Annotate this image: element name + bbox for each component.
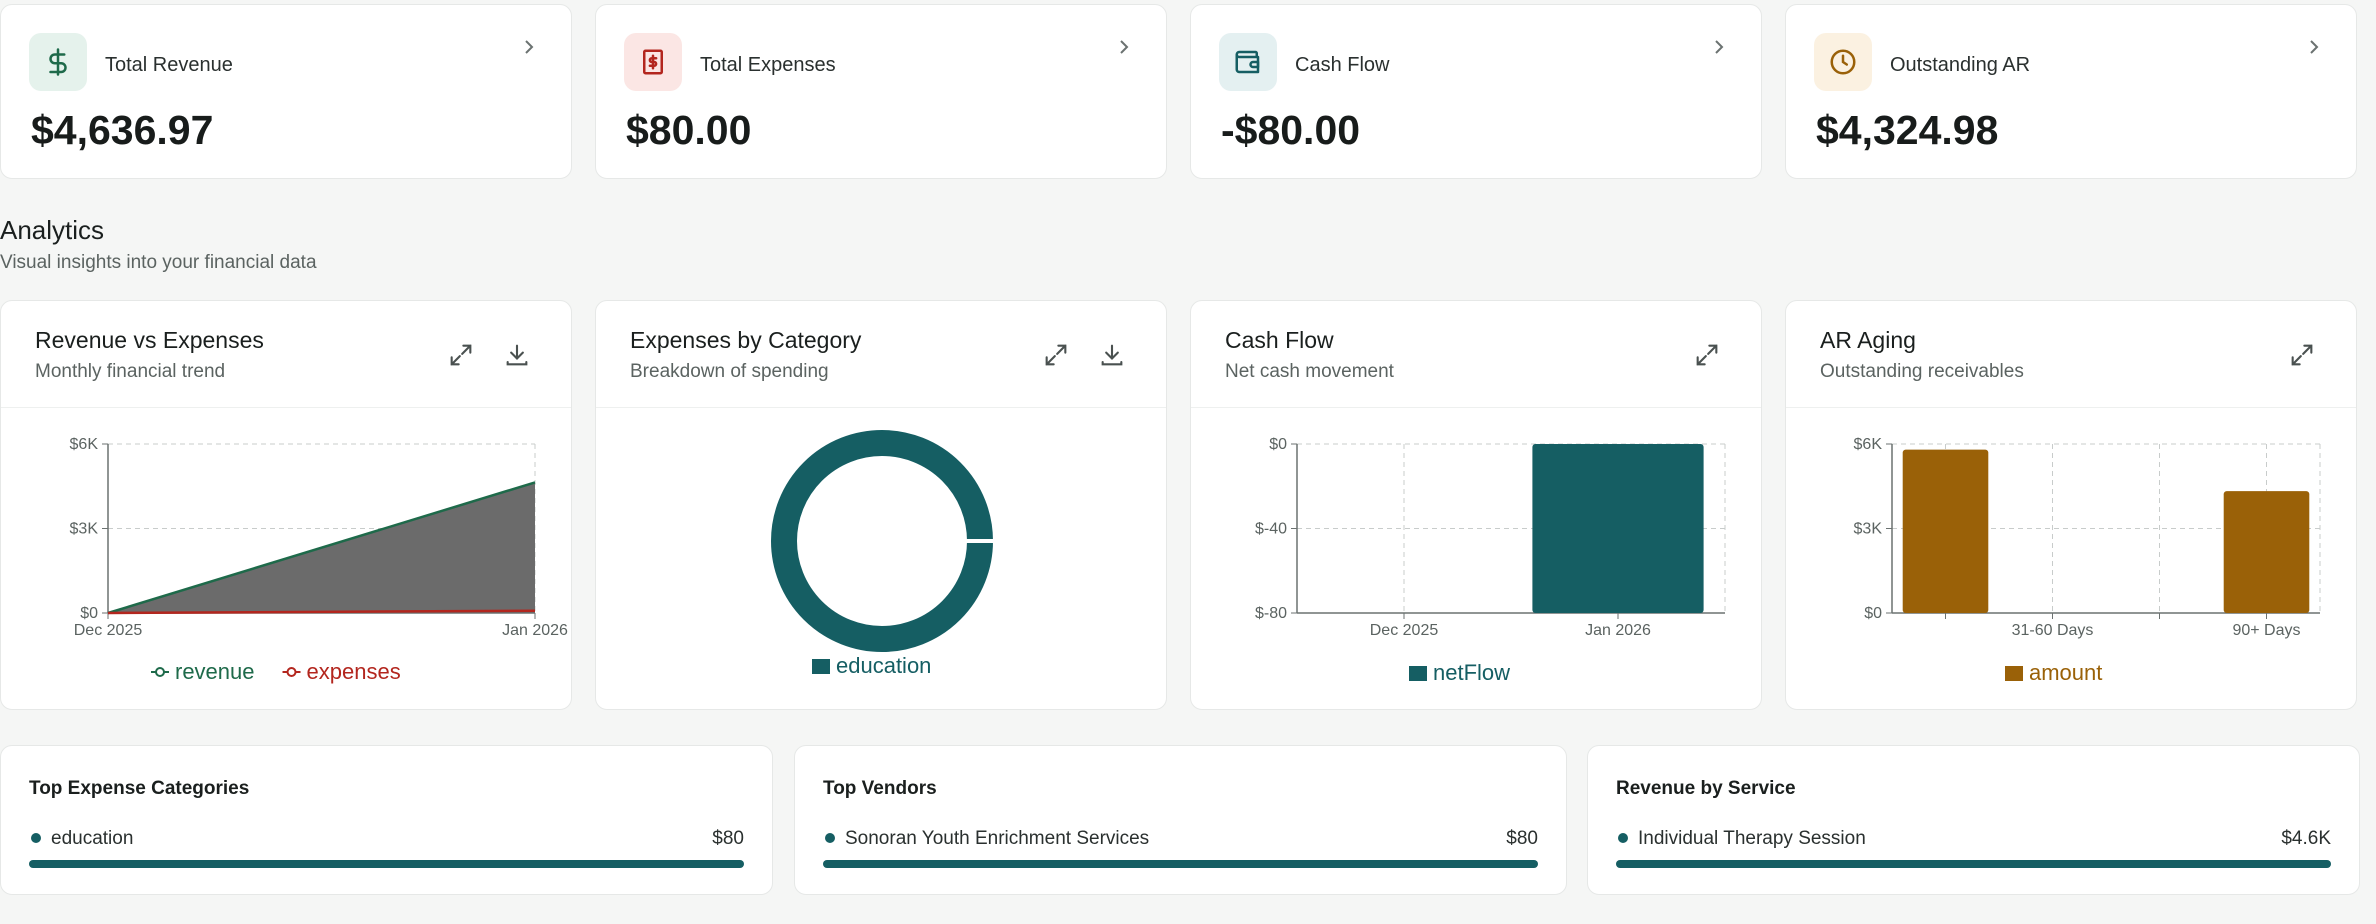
list-title: Top Vendors	[823, 778, 937, 799]
x-tick-label: Jan 2026	[1585, 622, 1651, 639]
kpi-value: $4,636.97	[31, 107, 214, 153]
list-title: Revenue by Service	[1616, 778, 1796, 799]
bullet-dot	[31, 833, 41, 843]
legend-marker	[2005, 666, 2023, 681]
y-tick-label: $-40	[1255, 521, 1287, 538]
chart-card-revenue-expenses: Revenue vs Expenses Monthly financial tr…	[0, 300, 572, 710]
chart-card-cash-flow: Cash Flow Net cash movement $0 $-40 $-80 De…	[1190, 300, 1762, 710]
list-card-revenue-by-service: Revenue by Service Individual Therapy Se…	[1587, 745, 2360, 895]
list-item-label: Sonoran Youth Enrichment Services	[845, 828, 1150, 849]
chart-title: AR Aging	[1820, 327, 1916, 353]
chevron-right-icon[interactable]	[517, 35, 541, 59]
list-item-value: $80	[712, 828, 744, 849]
wallet-icon	[1219, 33, 1277, 91]
expenses-line	[107, 609, 536, 615]
list-item-value: $80	[1506, 828, 1538, 849]
chevron-right-icon[interactable]	[1112, 35, 1136, 59]
donut-slice-education	[771, 430, 993, 652]
chart-subtitle: Outstanding receivables	[1820, 361, 2024, 382]
y-tick-label: $0	[80, 605, 98, 622]
legend-marker	[1409, 666, 1427, 681]
chart-subtitle: Net cash movement	[1225, 361, 1394, 382]
legend-label: netFlow	[1433, 660, 1510, 685]
clock-icon	[1814, 33, 1872, 91]
chart-subtitle: Breakdown of spending	[630, 361, 829, 382]
list-item-label: education	[51, 828, 134, 849]
revenue-line	[107, 481, 536, 615]
list-item-value: $4.6K	[2281, 828, 2331, 849]
chart-title: Cash Flow	[1225, 327, 1334, 353]
bar-90-days	[2223, 491, 2310, 613]
x-tick-label: Jan 2026	[502, 622, 568, 639]
legend-label: amount	[2029, 660, 2102, 685]
y-tick-label: $6K	[1854, 436, 1883, 453]
chart-subtitle: Monthly financial trend	[35, 361, 226, 382]
y-tick-label: $-80	[1255, 605, 1287, 622]
y-tick-label: $3K	[70, 521, 99, 538]
y-tick-label: $6K	[70, 436, 99, 453]
kpi-card-outstanding-ar[interactable]: Outstanding AR $4,324.98	[1785, 4, 2357, 179]
y-tick-label: $0	[1269, 436, 1287, 453]
list-title: Top Expense Categories	[29, 778, 250, 799]
dollar-icon	[29, 33, 87, 91]
expand-icon[interactable]	[1042, 341, 1070, 369]
ar-aging-chart: $0 $3K $6K 31-60 Days 90+ Days amount	[1854, 436, 2321, 685]
kpi-label: Cash Flow	[1295, 54, 1390, 76]
list-card-top-expense-categories: Top Expense Categories education $80	[0, 745, 773, 895]
kpi-label: Total Revenue	[105, 54, 233, 76]
x-tick-label: 31-60 Days	[2012, 622, 2094, 639]
chart-title: Revenue vs Expenses	[35, 327, 264, 353]
legend-marker-dot	[286, 667, 297, 677]
chevron-right-icon[interactable]	[2302, 35, 2326, 59]
analytics-subtitle: Visual insights into your financial data	[0, 252, 317, 273]
legend-label: expenses	[307, 659, 401, 684]
kpi-value: $4,324.98	[1816, 107, 1999, 153]
legend-label: revenue	[175, 659, 255, 684]
cash-flow-chart: $0 $-40 $-80 Dec 2025 Jan 2026 netFlow	[1255, 436, 1726, 685]
download-icon[interactable]	[1098, 341, 1126, 369]
legend-label: education	[836, 653, 931, 678]
revenue-expenses-chart: $0 $3K $6K Dec 2025 Jan 2026 revenue expenses	[70, 436, 568, 684]
kpi-card-total-revenue[interactable]: Total Revenue $4,636.97	[0, 4, 572, 179]
legend-marker	[812, 659, 830, 674]
kpi-card-cash-flow[interactable]: Cash Flow -$80.00	[1190, 4, 1762, 179]
expand-icon[interactable]	[1693, 341, 1721, 369]
download-icon[interactable]	[503, 341, 531, 369]
x-tick-label: Dec 2025	[1370, 622, 1439, 639]
expenses-category-chart: education	[771, 430, 996, 678]
kpi-label: Total Expenses	[700, 54, 836, 76]
chevron-right-icon[interactable]	[1707, 35, 1731, 59]
y-tick-label: $0	[1864, 605, 1882, 622]
legend-marker-dot	[155, 667, 165, 677]
list-item-label: Individual Therapy Session	[1638, 828, 1866, 849]
expand-icon[interactable]	[2288, 341, 2316, 369]
expand-icon[interactable]	[447, 341, 475, 369]
kpi-label: Outstanding AR	[1890, 54, 2031, 76]
bar-0-30-days	[1902, 449, 1989, 613]
chart-card-ar-aging: AR Aging Outstanding receivables $0 $3K $6…	[1785, 300, 2357, 710]
analytics-title: Analytics	[0, 215, 105, 245]
kpi-value: $80.00	[626, 107, 752, 153]
y-tick-label: $3K	[1854, 521, 1883, 538]
bullet-dot	[1618, 833, 1628, 843]
kpi-card-total-expenses[interactable]: Total Expenses $80.00	[595, 4, 1167, 179]
progress-bar	[823, 860, 1538, 868]
progress-bar	[1616, 860, 2331, 868]
x-tick-label: 90+ Days	[2232, 622, 2300, 639]
progress-bar	[29, 860, 744, 868]
chart-title: Expenses by Category	[630, 327, 862, 353]
x-tick-label: Dec 2025	[74, 622, 143, 639]
kpi-value: -$80.00	[1221, 107, 1361, 153]
bar-jan-2026	[1532, 444, 1704, 613]
bullet-dot	[825, 833, 835, 843]
receipt-icon	[624, 33, 682, 91]
chart-card-expenses-category: Expenses by Category Breakdown of spendi…	[595, 300, 1167, 710]
list-card-top-vendors: Top Vendors Sonoran Youth Enrichment Ser…	[794, 745, 1567, 895]
